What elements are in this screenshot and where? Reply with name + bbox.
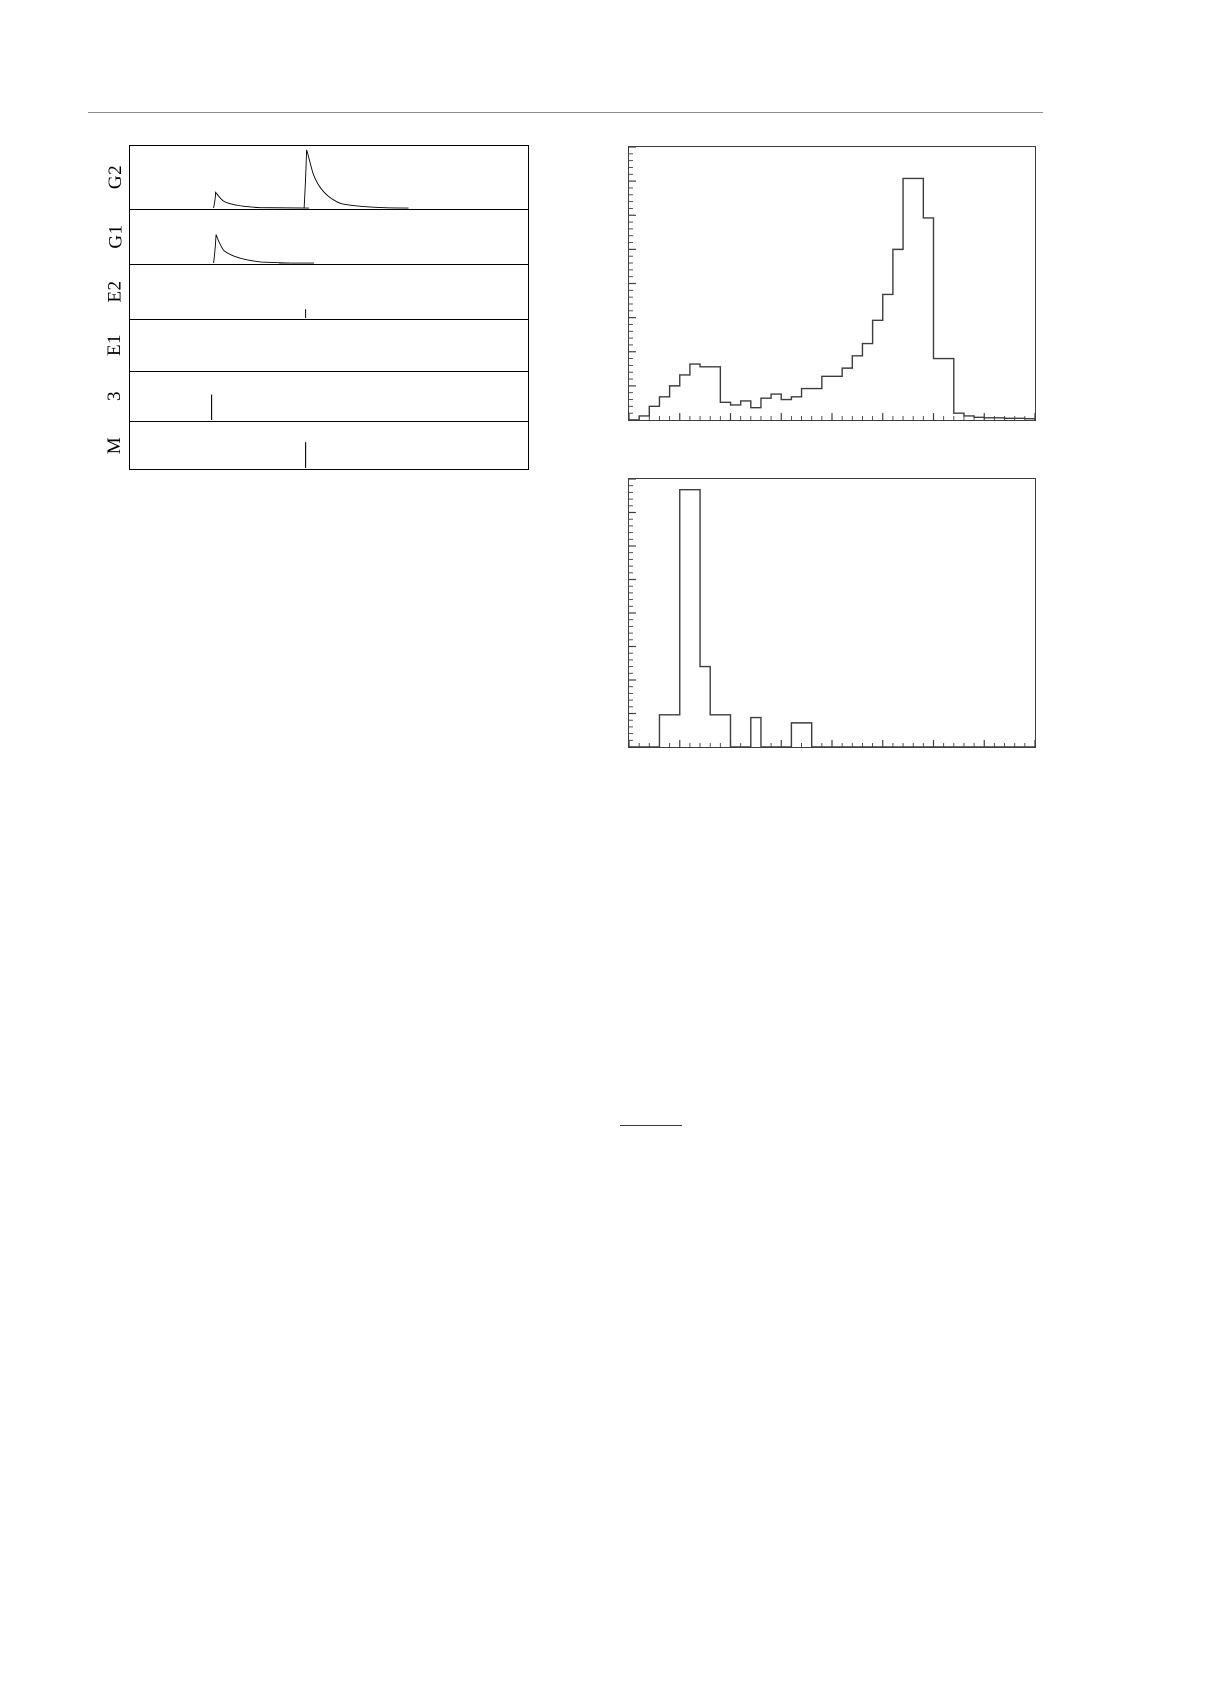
hist-bot-step-outline (629, 489, 1035, 747)
panel-g1 (129, 209, 529, 264)
panel-e1 (129, 319, 529, 371)
hist-top-step-outline (629, 177, 1035, 420)
stacked-panels-container: G2 G1 E2 E1 (104, 145, 529, 470)
panel-g1-traces (213, 234, 315, 264)
panel-g2-traces (213, 149, 409, 209)
histogram-top-right-plot (629, 147, 1035, 420)
panel-e2-traces (305, 309, 307, 319)
panel-label-m: M (104, 436, 126, 455)
panel-label-e2: E2 (104, 280, 126, 303)
left-stacked-panel-figure: G2 G1 E2 E1 (104, 140, 536, 470)
panel-m-traces (305, 442, 307, 469)
panel-e1-traces (130, 320, 528, 371)
panel-m (129, 421, 529, 470)
histogram-top-right (628, 146, 1036, 421)
panel-label-g1: G1 (105, 224, 127, 249)
panel-label-g2: G2 (105, 164, 127, 190)
panel-label-3: 3 (104, 391, 125, 401)
panel-3-traces (211, 394, 213, 421)
histogram-bottom-right (628, 478, 1036, 748)
panel-g2 (129, 145, 529, 209)
hist-bot-x-ticks (629, 740, 1035, 747)
panel-label-e1: E1 (104, 333, 126, 357)
header-rule (88, 112, 1043, 113)
footnote-rule (620, 1125, 682, 1126)
hist-bot-y-ticks (629, 479, 636, 747)
panel-e2 (129, 264, 529, 319)
hist-top-y-ticks (629, 147, 636, 420)
histogram-bottom-right-plot (629, 479, 1035, 747)
panel-3 (129, 371, 529, 421)
